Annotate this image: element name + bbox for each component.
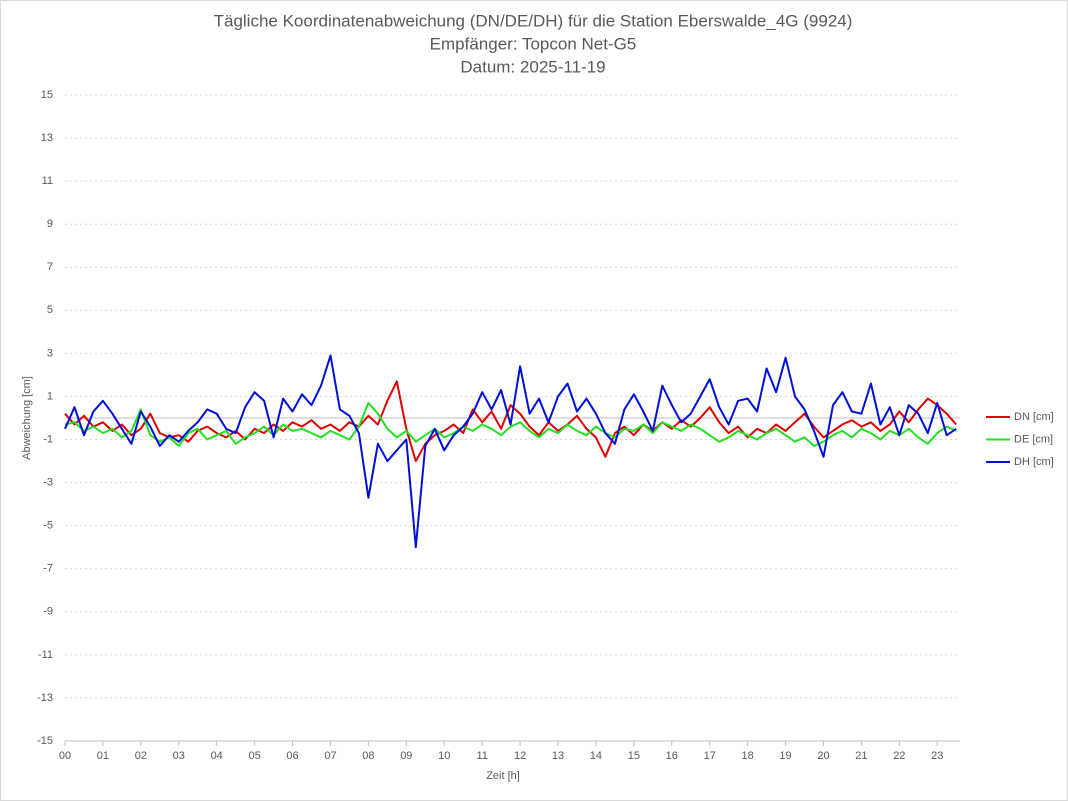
x-tick-label: 16 <box>666 750 678 762</box>
x-tick-label: 19 <box>779 750 791 762</box>
y-tick-label: 3 <box>47 347 53 359</box>
y-tick-label: 13 <box>41 132 53 144</box>
x-tick-label: 10 <box>438 750 450 762</box>
x-tick-label: 07 <box>324 750 336 762</box>
x-tick-label: 22 <box>893 750 905 762</box>
y-tick-label: -1 <box>43 433 53 445</box>
data-line <box>64 354 957 549</box>
y-tick-label: -15 <box>37 735 53 747</box>
x-tick-label: 05 <box>248 750 260 762</box>
x-tick-label: 15 <box>628 750 640 762</box>
legend-label: DH [cm] <box>1014 456 1054 468</box>
chart-date: Datum: 2025-11-19 <box>460 57 605 76</box>
chart-title: Tägliche Koordinatenabweichung (DN/DE/DH… <box>214 11 853 30</box>
x-tick-label: 00 <box>59 750 71 762</box>
y-tick-label: 9 <box>47 218 53 230</box>
y-tick-label: 15 <box>41 89 53 101</box>
y-tick-label: 7 <box>47 261 53 273</box>
legend-label: DE [cm] <box>1014 433 1053 445</box>
y-tick-label: 1 <box>47 390 53 402</box>
x-tick-label: 23 <box>931 750 943 762</box>
y-tick-label: -13 <box>37 692 53 704</box>
x-tick-label: 14 <box>590 750 602 762</box>
x-tick-label: 12 <box>514 750 526 762</box>
x-tick-label: 04 <box>211 750 223 762</box>
x-tick-label: 11 <box>476 750 487 762</box>
x-tick-label: 06 <box>286 750 298 762</box>
y-axis-label: Abweichung [cm] <box>21 376 33 460</box>
data-line <box>64 401 957 447</box>
x-axis-label: Zeit [h] <box>486 770 520 782</box>
x-tick-label: 18 <box>742 750 754 762</box>
x-tick-label: 09 <box>400 750 412 762</box>
y-tick-label: -3 <box>43 477 53 489</box>
x-tick-label: 21 <box>855 750 867 762</box>
x-tick-label: 03 <box>173 750 185 762</box>
y-tick-label: -9 <box>43 606 53 618</box>
x-tick-label: 08 <box>362 750 374 762</box>
y-tick-label: -5 <box>43 520 53 532</box>
y-tick-label: -7 <box>43 563 53 575</box>
y-tick-label: -11 <box>38 649 53 661</box>
y-tick-label: 11 <box>42 175 53 187</box>
x-tick-label: 02 <box>135 750 147 762</box>
y-tick-label: 5 <box>47 304 53 316</box>
x-tick-label: 17 <box>704 750 716 762</box>
x-tick-label: 20 <box>817 750 829 762</box>
x-tick-label: 13 <box>552 750 564 762</box>
legend-label: DN [cm] <box>1014 411 1054 423</box>
chart-subtitle: Empfänger: Topcon Net-G5 <box>430 34 637 53</box>
x-tick-label: 01 <box>97 750 109 762</box>
